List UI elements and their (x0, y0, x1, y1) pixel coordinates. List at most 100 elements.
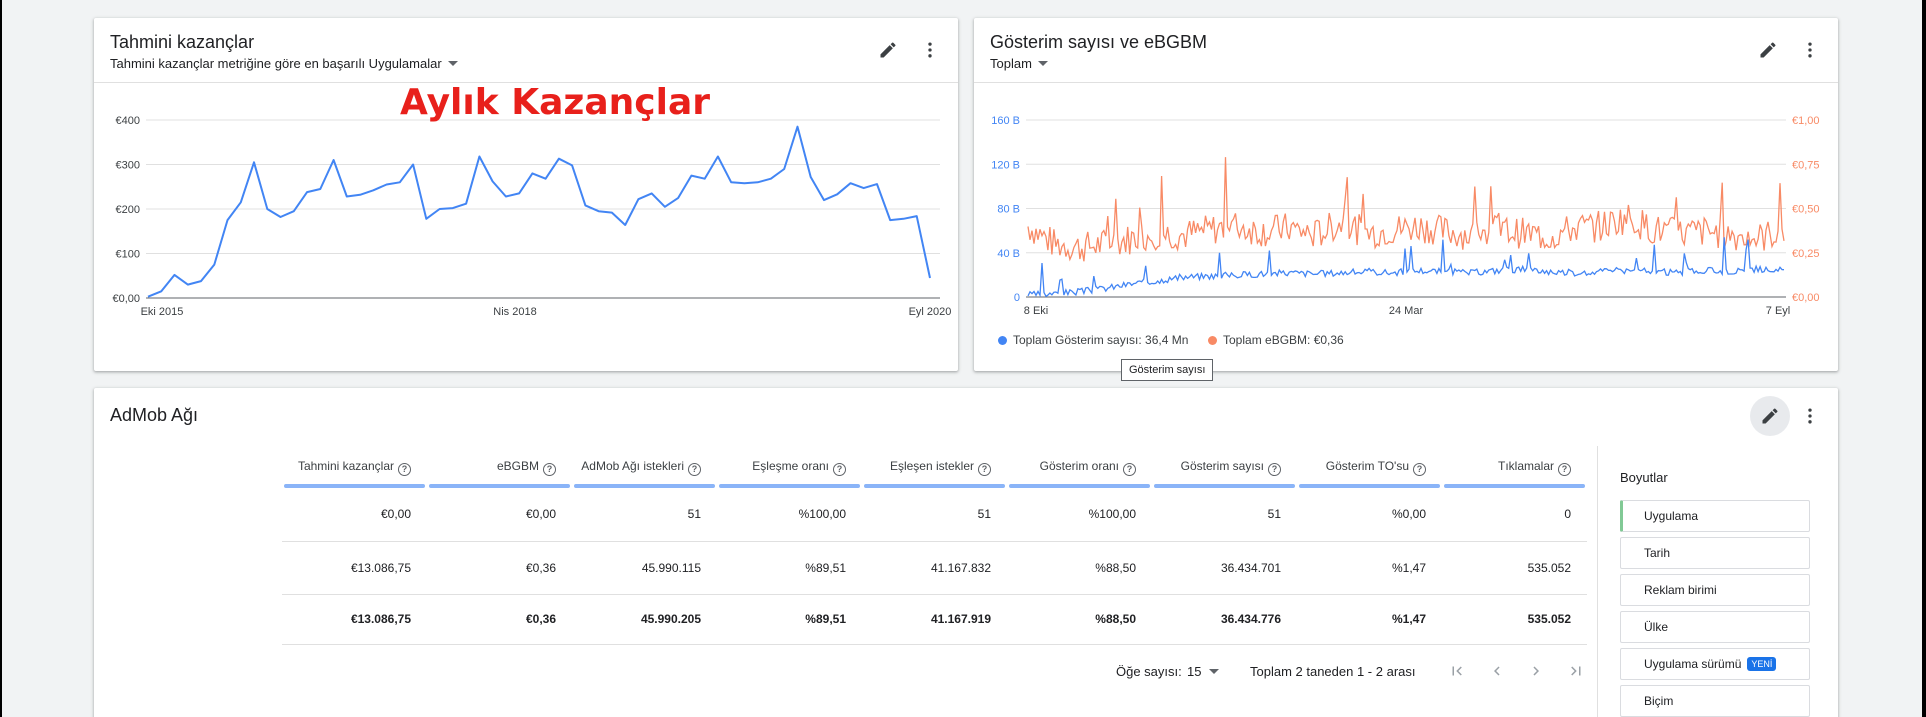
dimension-item[interactable]: Uygulama sürümü YENİ (1620, 648, 1810, 680)
column-header[interactable]: Tahmini kazançlar? (282, 446, 427, 488)
help-circle-icon[interactable]: ? (1123, 462, 1136, 476)
help-circle-icon[interactable]: ? (398, 462, 411, 476)
edit-button[interactable] (1750, 32, 1786, 68)
dimensions-title: Boyutlar (1620, 470, 1668, 485)
last-page-icon[interactable] (1567, 662, 1585, 680)
items-per-page-label: Öğe sayısı: (1116, 664, 1182, 679)
caret-down-icon (1037, 61, 1048, 66)
help-circle-icon[interactable]: ? (543, 462, 556, 476)
impressions-ecpm-chart: 0 €0,00 40 B €0,25 80 B €0,50 120 B €0,75 160 B €… (991, 115, 1820, 317)
column-header[interactable]: Gösterim oranı? (1007, 446, 1152, 488)
x-tick-label: Nis 2018 (493, 306, 536, 318)
help-circle-icon[interactable]: ? (1268, 462, 1281, 476)
column-header[interactable]: Eşleşme oranı? (717, 446, 862, 488)
total-dropdown[interactable]: Toplam (990, 56, 1048, 71)
help-circle-icon[interactable]: ? (688, 462, 701, 476)
table-cell: €0,36 (427, 541, 572, 595)
y-right-tick-label: €0,75 (1792, 159, 1820, 171)
admob-table: Tahmini kazançlar? eBGBM? AdMob Ağı istekl… (282, 446, 1587, 645)
table-header-row: Tahmini kazançlar? eBGBM? AdMob Ağı istekl… (282, 446, 1587, 488)
y-right-tick-label: €1,00 (1792, 115, 1820, 127)
window-left-edge (0, 0, 2, 717)
more-button[interactable] (1792, 32, 1828, 68)
pencil-icon (1760, 42, 1776, 58)
table-cell: 36.434.701 (1152, 541, 1297, 595)
column-header[interactable]: eBGBM? (427, 446, 572, 488)
y-left-tick-label: 120 B (991, 159, 1020, 171)
first-page-icon[interactable] (1448, 662, 1466, 680)
more-button[interactable] (912, 32, 948, 68)
table-cell: 45.990.205 (572, 594, 717, 645)
table-cell: €13.086,75 (282, 541, 427, 595)
caret-down-icon (1209, 669, 1220, 674)
help-circle-icon[interactable]: ? (978, 462, 991, 476)
table-cell: %88,50 (1007, 541, 1152, 595)
chart-tooltip: Gösterim sayısı (1121, 359, 1214, 381)
more-button[interactable] (1792, 398, 1828, 434)
card-title: Gösterim sayısı ve eBGBM (990, 32, 1208, 52)
help-circle-icon[interactable]: ? (1558, 462, 1571, 476)
y-right-tick-label: €0,25 (1792, 248, 1820, 260)
legend-impressions[interactable]: Toplam Gösterim sayısı: 36,4 Mn (998, 333, 1188, 347)
y-tick-label: €400 (116, 115, 140, 127)
series-line (147, 125, 931, 298)
legend-dot-blue (998, 335, 1007, 345)
table-cell: 41.167.832 (862, 541, 1007, 595)
column-header-label: Tıklamalar (1497, 458, 1554, 473)
dimension-label: Ülke (1644, 620, 1669, 634)
card-divider (974, 82, 1838, 83)
help-circle-icon[interactable]: ? (833, 462, 846, 476)
overlay-annotation: Aylık Kazançlar (400, 82, 710, 123)
items-per-page-select[interactable]: 15 (1187, 664, 1220, 679)
table-cell: 45.990.115 (572, 541, 717, 595)
estimated-earnings-card: Tahmini kazançlar Tahmini kazançlar metr… (94, 18, 958, 371)
pencil-icon (880, 42, 896, 58)
table-cell: 535.052 (1442, 541, 1587, 595)
page-range: Toplam 2 taneden 1 - 2 arası (1250, 664, 1416, 679)
column-header-underline (719, 484, 860, 488)
caret-down-icon (447, 61, 458, 66)
column-header[interactable]: Tıklamalar? (1442, 446, 1587, 488)
table-cell: %1,47 (1297, 541, 1442, 595)
table-total-row: €13.086,75 €0,36 45.990.205 %89,51 41.167.91… (282, 594, 1587, 645)
more-vert-icon (1808, 42, 1812, 58)
y-right-tick-label: €0,50 (1792, 204, 1820, 216)
column-header-underline (1444, 484, 1585, 488)
metric-dropdown[interactable]: Tahmini kazançlar metriğine göre en başa… (110, 56, 458, 71)
table-cell: %89,51 (717, 594, 862, 645)
series-line-impressions (1027, 237, 1785, 298)
column-header-label: AdMob Ağı istekleri (581, 458, 684, 473)
edit-button[interactable] (1750, 396, 1790, 436)
x-tick-label: 24 Mar (1389, 305, 1424, 317)
column-header[interactable]: AdMob Ağı istekleri? (572, 446, 717, 488)
next-page-icon[interactable] (1527, 662, 1545, 680)
table-cell: €0,00 (427, 488, 572, 542)
dimension-item[interactable]: Reklam birimi (1620, 574, 1810, 606)
table-cell: 36.434.776 (1152, 594, 1297, 645)
dimension-item[interactable]: Tarih (1620, 537, 1810, 569)
dimension-item[interactable]: Uygulama (1620, 500, 1810, 532)
y-tick-label: €0,00 (112, 293, 140, 305)
pencil-icon (1762, 408, 1778, 424)
window-right-edge (1922, 0, 1926, 717)
column-header[interactable]: Gösterim sayısı? (1152, 446, 1297, 488)
earnings-line-chart: €0,00 €100 €200 €300 €400 Eki 2015 Nis 2018 Eyl… (112, 115, 951, 318)
help-circle-icon[interactable]: ? (1413, 462, 1426, 476)
dimension-label: Biçim (1644, 694, 1674, 708)
table-cell: %100,00 (717, 488, 862, 542)
dropdown-label: Tahmini kazançlar metriğine göre en başa… (110, 56, 442, 71)
dimension-item[interactable]: Biçim (1620, 685, 1810, 717)
x-tick-label: Eki 2015 (141, 306, 184, 318)
dimension-label: Reklam birimi (1644, 583, 1717, 597)
edit-button[interactable] (870, 32, 906, 68)
column-header[interactable]: Gösterim TO'su? (1297, 446, 1442, 488)
column-header-underline (284, 484, 425, 488)
legend-label: Toplam Gösterim sayısı: 36,4 Mn (1013, 333, 1189, 347)
y-right-tick-label: €0,00 (1792, 292, 1820, 304)
previous-page-icon[interactable] (1488, 662, 1506, 680)
dimension-item[interactable]: Ülke (1620, 611, 1810, 643)
table-cell: %89,51 (717, 541, 862, 595)
column-header[interactable]: Eşleşen istekler? (862, 446, 1007, 488)
legend-ecpm[interactable]: Toplam eBGBM: €0,36 (1208, 333, 1344, 347)
more-vert-icon (1808, 408, 1812, 424)
